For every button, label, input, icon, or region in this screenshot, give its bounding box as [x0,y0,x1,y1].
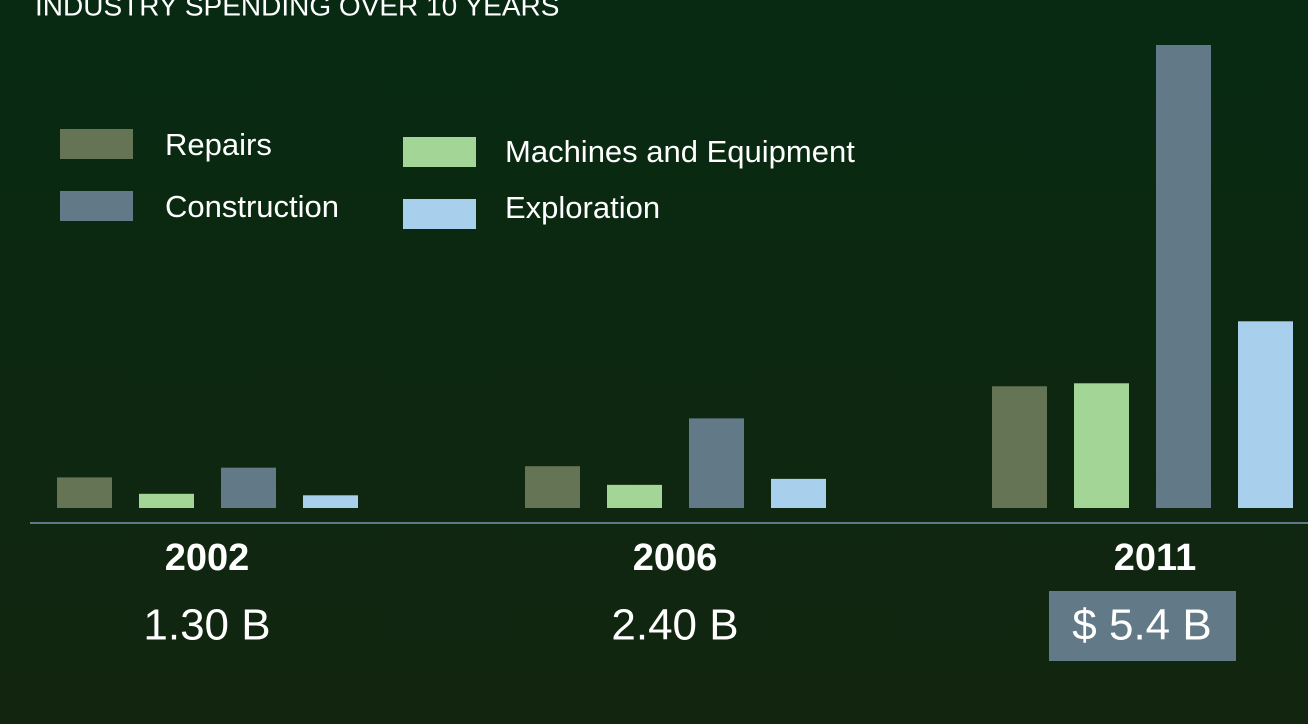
legend-label: Construction [165,189,339,224]
bar [1074,383,1129,508]
bar [525,466,580,508]
total-label: 1.30 B [143,601,270,650]
year-label: 2011 [1114,537,1196,579]
bar [221,467,276,508]
bar [1156,45,1211,508]
legend-swatch [403,137,476,167]
legend-swatch [60,191,133,221]
highlight-box [1049,591,1236,661]
year-label: 2006 [633,537,718,579]
bar [689,418,744,508]
bar [139,493,194,508]
total-label: $ 5.4 B [1072,601,1211,650]
legend-swatch [60,129,133,159]
chart-title: INDUSTRY SPENDING OVER 10 YEARS [35,0,559,21]
bar [303,495,358,508]
legend-label: Repairs [165,127,272,162]
bar [607,484,662,508]
legend-label: Exploration [505,190,660,225]
legend-swatch [403,199,476,229]
bar [771,478,826,508]
bar [1238,321,1293,508]
total-label: 2.40 B [611,601,738,650]
bar [992,386,1047,508]
legend-label: Machines and Equipment [505,134,855,169]
bar [57,477,112,508]
year-label: 2002 [165,537,250,579]
